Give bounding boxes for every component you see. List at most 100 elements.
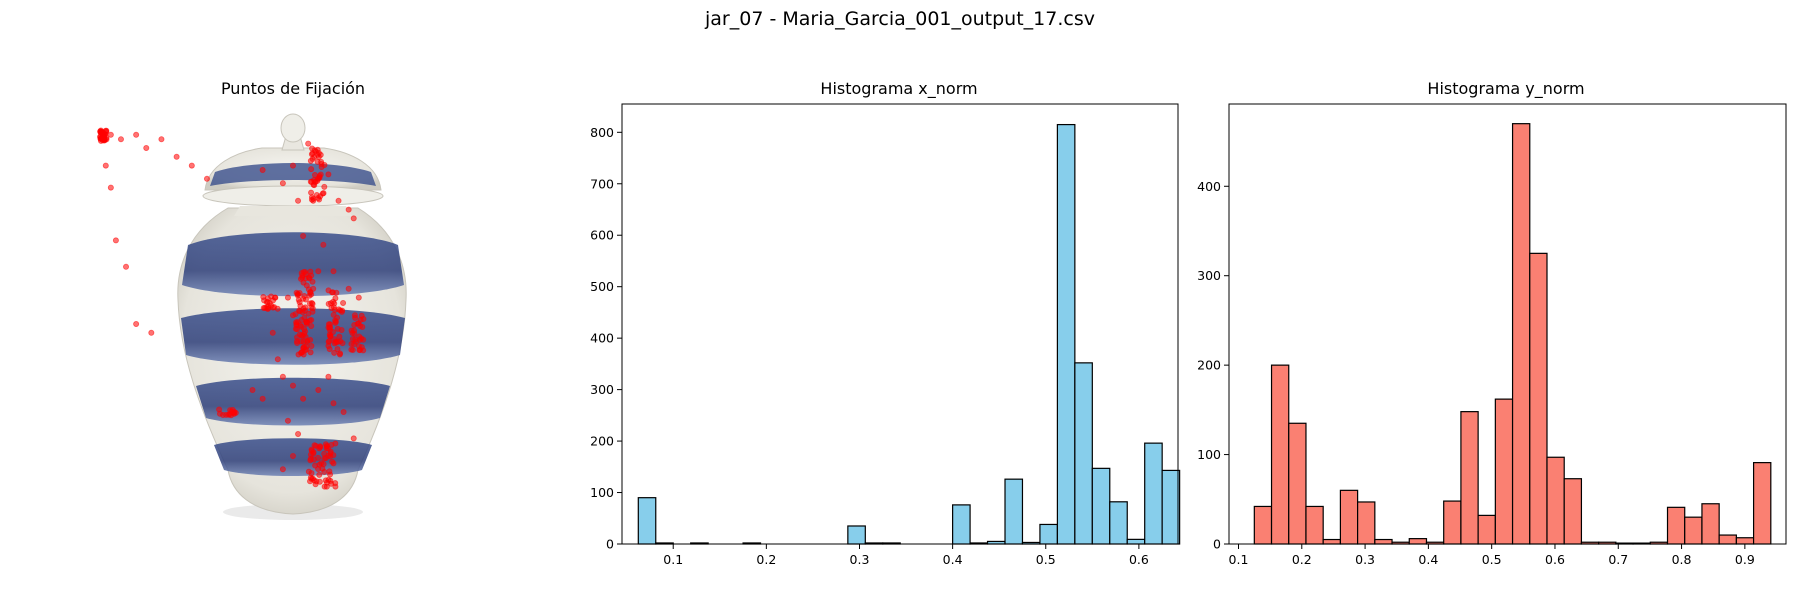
histogram-x-bar <box>847 525 866 545</box>
fixation-point <box>123 263 130 270</box>
fixation-point <box>348 327 355 334</box>
histogram-x-bar <box>1144 442 1163 545</box>
fixation-point <box>289 452 296 459</box>
fixation-point <box>329 458 336 465</box>
fixation-point <box>350 435 357 442</box>
fixation-point <box>332 295 339 302</box>
histogram-x-bar <box>1004 478 1024 545</box>
fixation-point <box>355 294 362 301</box>
fixation-points <box>97 127 367 490</box>
fixation-point <box>352 314 359 321</box>
fixation-point <box>355 320 362 327</box>
fixation-point <box>296 308 303 315</box>
fixation-point <box>223 411 230 418</box>
histogram-y-bar <box>1374 538 1393 545</box>
fixation-point <box>289 382 296 389</box>
histogram-y-bar <box>1477 514 1496 545</box>
histogram-x-axes-frame <box>621 103 1179 545</box>
histogram-y-xtick-label: 0.7 <box>1608 552 1628 567</box>
fixation-point <box>102 162 109 169</box>
fixation-point <box>310 450 317 457</box>
fixation-point <box>312 442 319 449</box>
fixation-point <box>302 333 309 340</box>
fixation-point <box>188 162 195 169</box>
histogram-y-xtick-label: 0.9 <box>1735 552 1755 567</box>
histogram-y-bar <box>1563 478 1583 545</box>
fixation-point <box>308 166 315 173</box>
fixation-point <box>269 329 276 336</box>
fixation-point <box>297 302 304 309</box>
fixation-point <box>314 158 321 165</box>
fixation-point <box>348 346 355 353</box>
fixation-point <box>315 268 322 275</box>
histogram-x-xtick-label: 0.3 <box>850 552 870 567</box>
fixation-point <box>317 171 324 178</box>
fixation-point <box>300 295 307 302</box>
fixation-point <box>358 335 365 342</box>
fixation-point <box>334 346 341 353</box>
histogram-y-xtick-label: 0.2 <box>1292 552 1312 567</box>
histogram-y-title: Histograma y_norm <box>1427 79 1584 99</box>
fixation-point <box>300 338 307 345</box>
fixation-point <box>289 162 296 169</box>
histogram-x-xtick-label: 0.1 <box>663 552 683 567</box>
histogram-y-bar <box>1546 456 1565 545</box>
fixation-point <box>307 349 314 356</box>
fixation-point <box>338 327 345 334</box>
histogram-x-ytick-label: 800 <box>590 125 614 140</box>
fixation-point <box>335 197 342 204</box>
fixation-point <box>300 351 307 358</box>
histogram-x-ytick-label: 200 <box>590 434 614 449</box>
histogram-y-bar <box>1494 398 1514 545</box>
histogram-x-ytick-label: 500 <box>590 279 614 294</box>
fixation-point <box>311 172 318 179</box>
fixation-point <box>326 324 333 331</box>
fixation-point <box>260 304 267 311</box>
histogram-x-bar <box>952 504 971 545</box>
histogram-y-ytick-label: 0 <box>1213 537 1221 552</box>
histogram-y-bar <box>1666 506 1686 545</box>
histogram-x-ytick-label: 0 <box>606 537 614 552</box>
fixation-point <box>305 140 312 147</box>
histogram-x-xtick-label: 0.4 <box>943 552 963 567</box>
histogram-y-ytick-label: 300 <box>1197 268 1221 283</box>
histogram-y-bar <box>1339 489 1359 545</box>
fixation-point <box>289 312 296 319</box>
fixation-point <box>360 347 367 354</box>
fixation-point <box>308 194 315 201</box>
histogram-y-plot: 0.1 0.2 0.3 0.4 0.5 0.6 0.7 0.8 0.9 0 100 200 300 400 <box>1197 103 1787 567</box>
fixation-point <box>325 342 332 349</box>
histogram-y-xtick-label: 0.1 <box>1229 552 1249 567</box>
fixation-point <box>107 184 114 191</box>
fixation-point <box>307 268 314 275</box>
histogram-x-ytick-label: 100 <box>590 485 614 500</box>
fixation-point <box>316 471 323 478</box>
fixation-point <box>158 136 165 143</box>
fixation-point <box>350 215 357 222</box>
fixation-point <box>337 350 344 357</box>
fixation-point <box>325 171 332 178</box>
fixation-point <box>324 442 331 449</box>
histogram-y-bar <box>1288 422 1307 545</box>
histogram-y-xtick-label: 0.3 <box>1355 552 1375 567</box>
fixation-point <box>329 329 336 336</box>
fixation-point <box>295 351 302 358</box>
fixation-point <box>327 453 334 460</box>
fixation-point <box>301 307 308 314</box>
fixation-point <box>321 183 328 190</box>
histogram-x-title: Histograma x_norm <box>820 79 977 99</box>
fixation-point <box>279 373 286 380</box>
histogram-x-bar <box>1056 123 1076 545</box>
histogram-x-bar <box>1091 467 1111 545</box>
fixation-point <box>284 417 291 424</box>
fixation-point <box>331 349 338 356</box>
fixation-point <box>259 166 266 173</box>
fixation-point <box>216 406 223 413</box>
histogram-y-bar <box>1684 516 1703 545</box>
fixation-point <box>328 480 335 487</box>
fixation-point <box>345 206 352 213</box>
histogram-y-bar <box>1511 123 1531 545</box>
histogram-x-xtick-label: 0.5 <box>1036 552 1056 567</box>
fixation-point <box>117 136 124 143</box>
fixation-point <box>296 331 303 338</box>
